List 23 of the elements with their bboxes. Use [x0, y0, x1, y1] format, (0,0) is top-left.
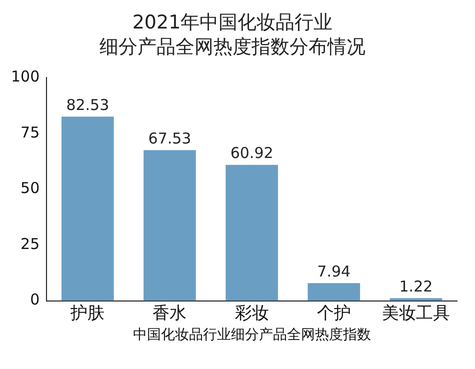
data-label: 60.92	[230, 144, 274, 162]
bar	[390, 298, 442, 301]
data-label: 67.53	[148, 129, 192, 148]
data-label: 82.53	[66, 96, 110, 114]
x-tick-label: 个护	[316, 303, 351, 324]
x-tick-label: 护肤	[70, 303, 105, 324]
chart-subtitle: 细分产品全网热度指数分布情况	[100, 36, 366, 58]
y-tick-label: 75	[20, 123, 40, 142]
chart-title: 2021年中国化妆品行业	[132, 11, 333, 34]
x-tick-label: 美妆工具	[382, 303, 450, 324]
bar	[308, 283, 360, 301]
y-tick-label: 50	[20, 179, 40, 198]
y-tick-label: 0	[30, 290, 40, 309]
bar	[226, 164, 278, 301]
y-tick-label: 100	[10, 67, 40, 86]
data-label: 1.22	[399, 277, 433, 296]
x-tick-label: 香水	[152, 303, 187, 324]
x-tick-label: 彩妆	[234, 303, 269, 324]
x-axis-title: 中国化妆品行业细分产品全网热度指数	[132, 327, 371, 344]
y-tick-label: 25	[20, 234, 40, 253]
data-label: 7.94	[317, 262, 351, 280]
bar	[144, 150, 196, 301]
bar	[62, 116, 114, 301]
